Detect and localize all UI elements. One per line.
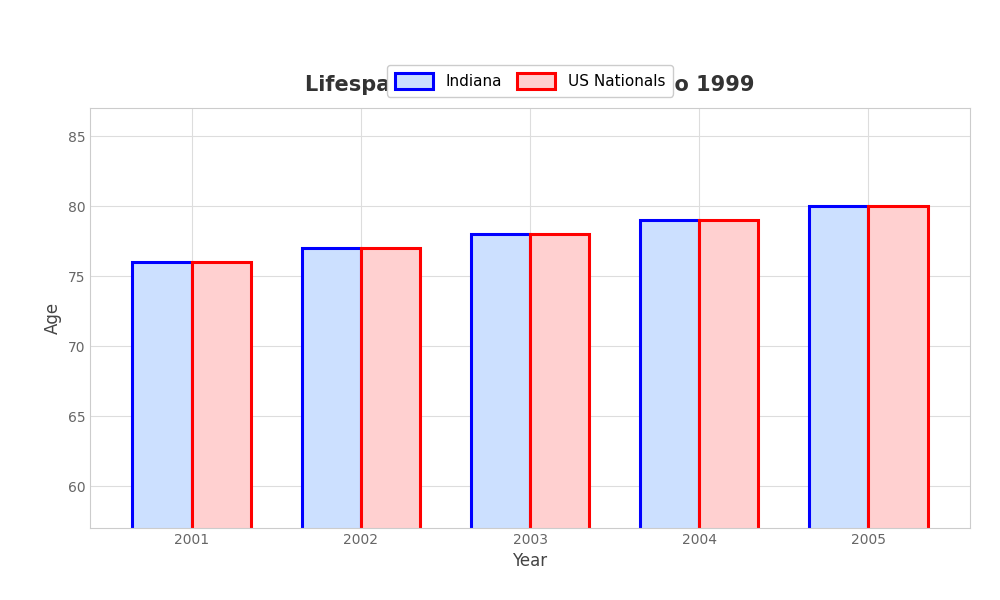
Bar bbox=[361, 248, 420, 600]
Bar bbox=[640, 220, 699, 600]
Title: Lifespan in Indiana from 1964 to 1999: Lifespan in Indiana from 1964 to 1999 bbox=[305, 76, 755, 95]
X-axis label: Year: Year bbox=[512, 553, 548, 571]
Bar bbox=[809, 206, 868, 600]
Bar bbox=[471, 234, 530, 600]
Bar bbox=[868, 206, 928, 600]
Y-axis label: Age: Age bbox=[44, 302, 62, 334]
Bar bbox=[530, 234, 589, 600]
Bar bbox=[302, 248, 361, 600]
Bar bbox=[192, 262, 251, 600]
Legend: Indiana, US Nationals: Indiana, US Nationals bbox=[387, 65, 673, 97]
Bar bbox=[699, 220, 758, 600]
Bar bbox=[132, 262, 192, 600]
